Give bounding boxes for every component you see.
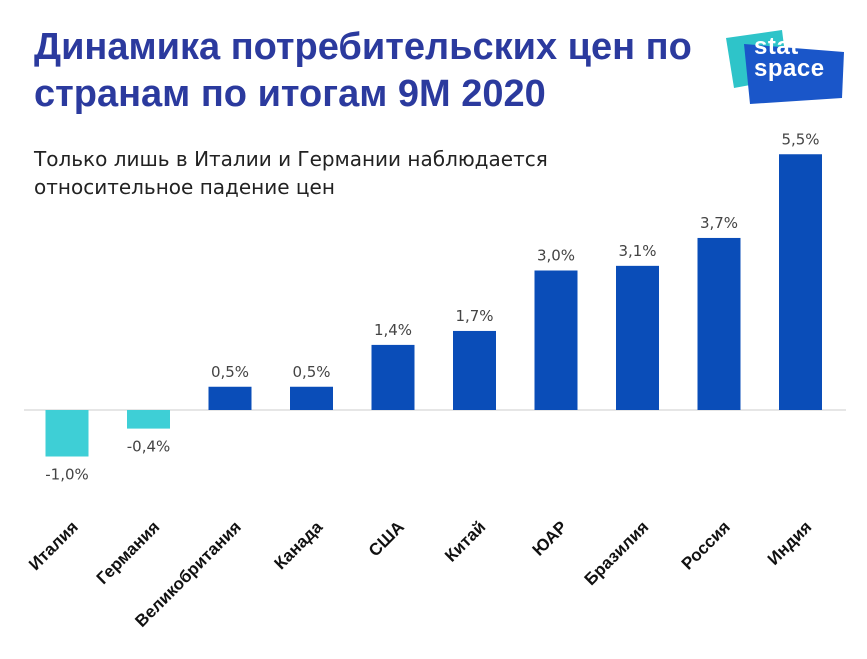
data-label: 1,7%: [455, 307, 493, 325]
bar: [534, 270, 578, 410]
category-label: Канада: [270, 517, 326, 573]
bar: [290, 386, 333, 410]
chart-subtitle: Только лишь в Италии и Германии наблюдае…: [34, 147, 548, 199]
logo-shape-icon: [726, 30, 844, 104]
data-label: 3,0%: [537, 247, 575, 265]
category-label: ЮАР: [529, 517, 571, 559]
data-label: 5,5%: [781, 130, 819, 148]
logo-text-line2: space: [754, 55, 825, 82]
data-label: 0,5%: [292, 363, 330, 381]
bar: [45, 410, 89, 457]
category-label: Китай: [441, 517, 489, 565]
bar: [127, 410, 170, 429]
logo-text-line1: stat: [754, 33, 799, 60]
data-label: 1,4%: [374, 321, 412, 339]
bar: [371, 344, 415, 410]
bar: [208, 386, 252, 410]
bar: [779, 154, 822, 410]
data-label: -0,4%: [127, 438, 171, 456]
category-label: Бразилия: [581, 517, 653, 589]
category-label: Россия: [678, 517, 734, 573]
category-label: США: [365, 517, 408, 560]
data-label: 0,5%: [211, 363, 249, 381]
statspace-logo: stat space: [726, 30, 850, 104]
chart-title: Динамика потребительских цен по странам …: [34, 26, 692, 115]
data-label: -1,0%: [45, 466, 89, 484]
bar: [453, 330, 496, 410]
category-label: Германия: [93, 517, 164, 588]
category-label: Италия: [25, 517, 82, 574]
category-label: Индия: [764, 517, 815, 568]
data-label: 3,7%: [700, 214, 738, 232]
data-label: 3,1%: [618, 242, 656, 260]
logo-text: stat space: [754, 33, 825, 82]
bar: [616, 265, 659, 410]
bar: [697, 237, 741, 410]
